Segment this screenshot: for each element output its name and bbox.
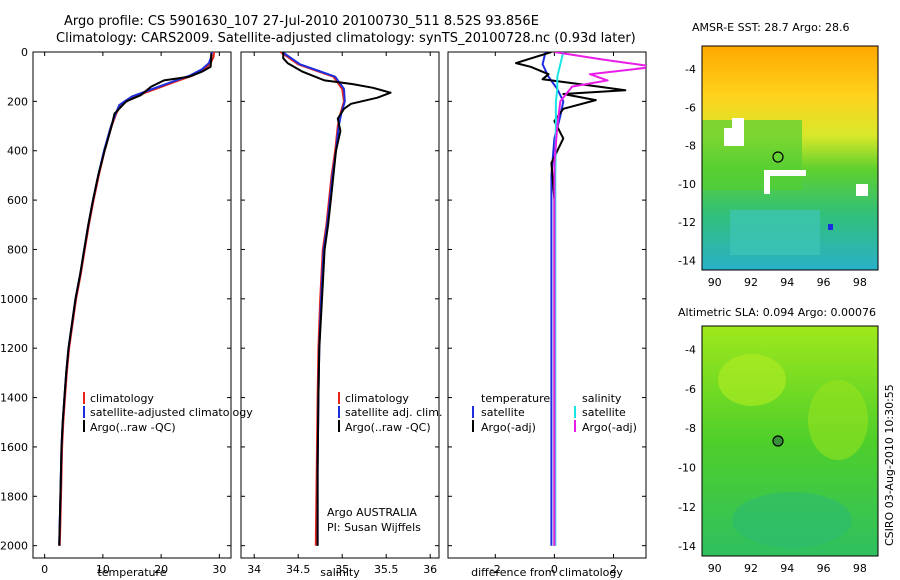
temperature-xtick-label: 0 bbox=[41, 563, 48, 576]
salinity-xtick-label: 34 bbox=[247, 563, 261, 576]
legend-label-diff-temp-argo: Argo(-adj) bbox=[481, 421, 536, 434]
side-timestamp-label: CSIRO 03-Aug-2010 10:30:55 bbox=[883, 384, 896, 546]
depth-tick-label: 200 bbox=[7, 95, 28, 108]
depth-tick-label: 2000 bbox=[0, 540, 28, 553]
sla-blob-3 bbox=[732, 492, 852, 548]
sst-map-ytick-label: -6 bbox=[685, 101, 696, 114]
sst-patch-cyan bbox=[730, 210, 820, 255]
temperature-axis-label: temperature bbox=[97, 566, 166, 579]
sst-cloud-5 bbox=[856, 184, 868, 196]
difference-xtick-label: 2 bbox=[610, 563, 617, 576]
sla-map-ytick-label: -6 bbox=[685, 383, 696, 396]
sst-map-ytick-label: -4 bbox=[685, 63, 696, 76]
legend-label-satellite-adjusted: satellite-adjusted climatology bbox=[90, 406, 253, 419]
sst-map-title: AMSR-E SST: 28.7 Argo: 28.6 bbox=[692, 21, 850, 34]
sst-cloud-2 bbox=[732, 118, 744, 128]
legend-label-sal-climatology: climatology bbox=[345, 392, 409, 405]
difference-series-group bbox=[515, 52, 646, 546]
sla-map-title: Altimetric SLA: 0.094 Argo: 0.00076 bbox=[678, 306, 876, 319]
sst-argo-marker bbox=[772, 151, 784, 163]
sla-argo-marker bbox=[772, 435, 784, 447]
figure-title-line2: Climatology: CARS2009. Satellite-adjuste… bbox=[56, 31, 636, 46]
sla-map-xtick-label: 90 bbox=[708, 562, 722, 575]
salinity-xtick-label: 36 bbox=[423, 563, 437, 576]
sst-map-xtick-label: 96 bbox=[817, 276, 831, 289]
sla-map-ytick-label: -14 bbox=[678, 540, 696, 553]
difference-legend: temperature salinity satellite Argo(-adj… bbox=[472, 392, 637, 434]
difference-line-salinity-argo-adj bbox=[553, 52, 646, 546]
legend-label-sal-argo: Argo(..raw -QC) bbox=[345, 421, 431, 434]
lines-layer bbox=[58, 52, 646, 546]
temperature-legend: climatology satellite-adjusted climatolo… bbox=[83, 392, 253, 434]
salinity-xtick-label: 35 bbox=[335, 563, 349, 576]
sst-cloud-3 bbox=[764, 170, 806, 176]
legend-label-diff-sal-satellite: satellite bbox=[582, 406, 626, 419]
depth-tick-label: 1000 bbox=[0, 293, 28, 306]
temperature-xtick-label: 10 bbox=[96, 563, 110, 576]
depth-tick-label: 0 bbox=[21, 46, 28, 59]
sla-map-ytick-label: -8 bbox=[685, 422, 696, 435]
sst-map: AMSR-E SST: 28.7 Argo: 28.6 bbox=[692, 21, 879, 271]
depth-tick-label: 600 bbox=[7, 194, 28, 207]
figure-title-line1: Argo profile: CS 5901630_107 27-Jul-2010… bbox=[64, 14, 539, 29]
sla-blob-1 bbox=[718, 354, 786, 406]
sst-cloud-1 bbox=[724, 128, 744, 146]
sla-map-ytick-label: -12 bbox=[678, 501, 696, 514]
sla-blob-2 bbox=[808, 380, 868, 460]
salinity-xtick-label: 35.5 bbox=[374, 563, 399, 576]
sla-map-xtick-label: 94 bbox=[780, 562, 794, 575]
sla-map-frame bbox=[701, 325, 879, 557]
depth-tick-label: 1400 bbox=[0, 392, 28, 405]
difference-panel-frame bbox=[447, 51, 647, 559]
sst-map-ytick-label: -8 bbox=[685, 140, 696, 153]
difference-xtick-label: 0 bbox=[551, 563, 558, 576]
sla-map-xtick-label: 92 bbox=[744, 562, 758, 575]
axes-layer: 0 10 20 30020040060080010001200140016001800… bbox=[0, 46, 867, 579]
sst-map-xtick-label: 90 bbox=[708, 276, 722, 289]
legend-title-temperature: temperature bbox=[481, 392, 550, 405]
sst-cloud-4 bbox=[764, 170, 770, 194]
depth-tick-label: 1800 bbox=[0, 490, 28, 503]
salinity-line-argo-raw-qc bbox=[282, 52, 392, 546]
salinity-legend: climatology satellite adj. clim. Argo(..… bbox=[327, 392, 442, 534]
temperature-xtick-label: 30 bbox=[212, 563, 226, 576]
credit-line1: Argo AUSTRALIA bbox=[327, 506, 417, 519]
sla-map-ytick-label: -4 bbox=[685, 344, 696, 357]
sst-map-ytick-label: -14 bbox=[678, 254, 696, 267]
sst-map-xtick-label: 92 bbox=[744, 276, 758, 289]
sst-map-ytick-label: -10 bbox=[678, 178, 696, 191]
legend-label-sal-satellite: satellite adj. clim. bbox=[345, 406, 442, 419]
salinity-axis-label: salinity bbox=[320, 566, 360, 579]
difference-xtick-label: -2 bbox=[490, 563, 501, 576]
temperature-line-argo-raw-qc bbox=[58, 53, 213, 546]
depth-tick-label: 800 bbox=[7, 243, 28, 256]
sla-map: Altimetric SLA: 0.094 Argo: 0.00076 bbox=[678, 306, 879, 557]
depth-tick-label: 1600 bbox=[0, 441, 28, 454]
sst-map-frame bbox=[701, 45, 879, 271]
legend-label-climatology: climatology bbox=[90, 392, 154, 405]
legend-title-salinity: salinity bbox=[582, 392, 622, 405]
difference-axis-label: difference from climatology bbox=[471, 566, 623, 579]
salinity-xtick-label: 34.5 bbox=[286, 563, 311, 576]
sst-map-xtick-label: 98 bbox=[853, 276, 867, 289]
legend-label-diff-temp-satellite: satellite bbox=[481, 406, 525, 419]
sst-patch-green bbox=[702, 120, 802, 190]
sst-land-dot bbox=[828, 224, 833, 230]
credit-line2: PI: Susan Wijffels bbox=[327, 521, 421, 534]
salinity-series-group bbox=[280, 52, 392, 546]
sst-map-xtick-label: 94 bbox=[780, 276, 794, 289]
sla-map-xtick-label: 98 bbox=[853, 562, 867, 575]
temperature-xtick-label: 20 bbox=[154, 563, 168, 576]
legend-label-argo: Argo(..raw -QC) bbox=[90, 421, 176, 434]
sst-map-ytick-label: -12 bbox=[678, 216, 696, 229]
legend-label-diff-sal-argo: Argo(-adj) bbox=[582, 421, 637, 434]
depth-tick-label: 400 bbox=[7, 145, 28, 158]
temperature-panel-frame bbox=[32, 51, 232, 559]
depth-tick-label: 1200 bbox=[0, 342, 28, 355]
temperature-series-group bbox=[58, 52, 216, 546]
sla-map-xtick-label: 96 bbox=[817, 562, 831, 575]
sla-map-ytick-label: -10 bbox=[678, 462, 696, 475]
